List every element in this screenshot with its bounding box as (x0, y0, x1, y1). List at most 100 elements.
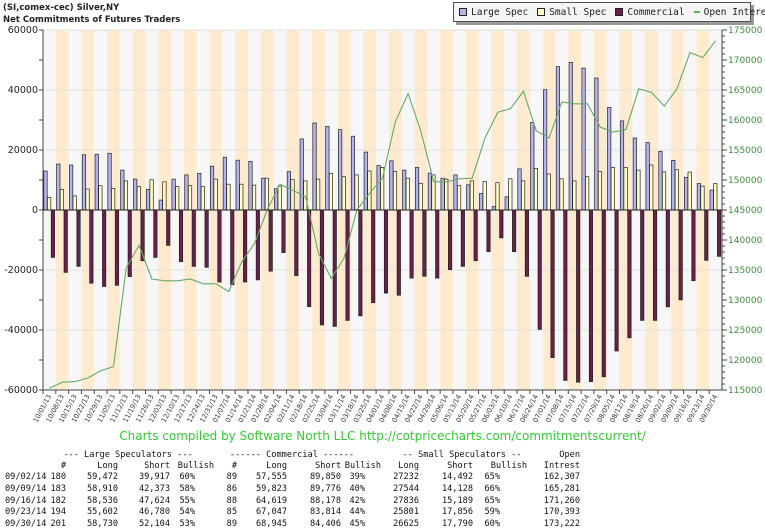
table-cell: 173,222 (543, 519, 580, 529)
table-cell: 14,128 (441, 483, 473, 494)
table-cell: 53% (179, 519, 195, 529)
table-cell: 59% (484, 507, 500, 518)
bar-small-spec (482, 181, 487, 211)
bar-commercial (178, 209, 184, 262)
left-tick-label: -40000 (4, 325, 38, 336)
bar-commercial (499, 209, 504, 239)
bar-small-spec (521, 180, 526, 211)
bar-large-spec (184, 174, 189, 211)
bar-commercial (345, 209, 350, 321)
table-cell: 171,260 (543, 495, 580, 506)
table-cell: 89,850 (309, 472, 341, 482)
row-date: 09/23/14 (5, 507, 47, 518)
bar-large-spec (350, 135, 356, 211)
bar-large-spec (325, 125, 330, 211)
bar-commercial (614, 209, 619, 352)
bar-small-spec (111, 188, 116, 211)
bar-commercial (371, 209, 376, 304)
bar-commercial (486, 209, 491, 253)
bar-small-spec (508, 178, 513, 211)
column-header: Short (144, 461, 170, 471)
right-tick-label: 140000 (728, 236, 762, 246)
legend-item: Open Interest (693, 7, 765, 18)
bar-large-spec (43, 170, 48, 211)
bar-large-spec (696, 183, 701, 211)
bar-commercial (332, 209, 337, 327)
bar-commercial (460, 209, 465, 267)
right-tick-label: 145000 (728, 206, 762, 216)
table-cell: 86 (226, 483, 237, 494)
bar-small-spec (341, 176, 346, 211)
bar-commercial (473, 209, 478, 262)
right-tick-label: 130000 (728, 296, 762, 306)
footer-credit: Charts compiled by Software North LLC ht… (119, 429, 646, 443)
bar-small-spec (200, 186, 205, 211)
right-tick-label: 150000 (728, 176, 762, 186)
column-header: # (60, 461, 66, 471)
left-tick-label: -20000 (4, 265, 38, 276)
table-cell: 39% (349, 472, 365, 482)
bar-small-spec (585, 176, 590, 211)
table-cell: 65% (484, 495, 500, 506)
table-cell: 64,619 (255, 495, 287, 506)
table-cell: 84,406 (309, 519, 341, 529)
bar-commercial (678, 209, 683, 301)
table-cell: 83,814 (309, 507, 341, 518)
bar-large-spec (402, 169, 407, 211)
group-header-small: -- Small Speculators -- (402, 450, 522, 460)
table-cell: 58,730 (86, 519, 118, 529)
bar-large-spec (261, 177, 266, 211)
table-cell: 58,536 (86, 495, 118, 506)
left-tick-label: -60000 (4, 385, 38, 396)
table-cell: 67,047 (255, 507, 287, 518)
table-cell: 52,104 (138, 519, 170, 529)
bar-commercial (691, 209, 696, 282)
bar-large-spec (466, 184, 471, 211)
market-name: (SI,comex-cec) Silver,NY (3, 3, 120, 13)
bar-commercial (396, 209, 401, 296)
right-tick-label: 155000 (728, 146, 762, 156)
column-header: Long (97, 461, 118, 471)
bar-small-spec (392, 171, 398, 211)
table-cell: 89 (226, 472, 237, 482)
bar-commercial (191, 209, 196, 267)
bar-small-spec (316, 178, 321, 211)
group-header-commercial: ------ Commercial ------ (229, 450, 355, 460)
row-date: 09/16/14 (5, 495, 47, 506)
bar-large-spec (338, 129, 343, 211)
bar-large-spec (530, 122, 535, 211)
table-cell: 183 (50, 483, 66, 494)
bar-large-spec (632, 137, 637, 211)
bar-large-spec (543, 89, 548, 211)
bar-small-spec (162, 181, 167, 211)
bar-small-spec (123, 180, 129, 211)
table-cell: 55,602 (86, 507, 118, 518)
bar-small-spec (533, 167, 538, 211)
legend-item: Large Spec (459, 7, 528, 18)
bar-commercial (409, 209, 414, 279)
left-tick-label: 0 (32, 205, 38, 216)
bar-small-spec (674, 169, 679, 211)
bar-small-spec (572, 180, 577, 211)
bar-commercial (704, 209, 709, 261)
bar-large-spec (479, 193, 484, 211)
table-cell: 46,780 (138, 507, 170, 518)
bar-small-spec (98, 185, 103, 211)
bar-small-spec (367, 170, 372, 211)
bar-large-spec (504, 196, 509, 211)
bar-commercial (665, 209, 670, 308)
bar-small-spec (59, 189, 64, 211)
bar-small-spec (149, 179, 154, 211)
column-header: # (231, 461, 237, 471)
bar-large-spec (376, 165, 381, 211)
bar-large-spec (363, 151, 368, 211)
bar-large-spec (81, 154, 86, 211)
legend-swatch (615, 8, 624, 16)
table-cell: 182 (50, 495, 66, 506)
row-date: 09/30/14 (5, 519, 47, 529)
legend-label: Large Spec (471, 6, 529, 18)
bar-large-spec (581, 67, 586, 211)
bar-small-spec (597, 171, 603, 211)
table-cell: 47,624 (138, 495, 170, 506)
bar-large-spec (222, 156, 227, 211)
